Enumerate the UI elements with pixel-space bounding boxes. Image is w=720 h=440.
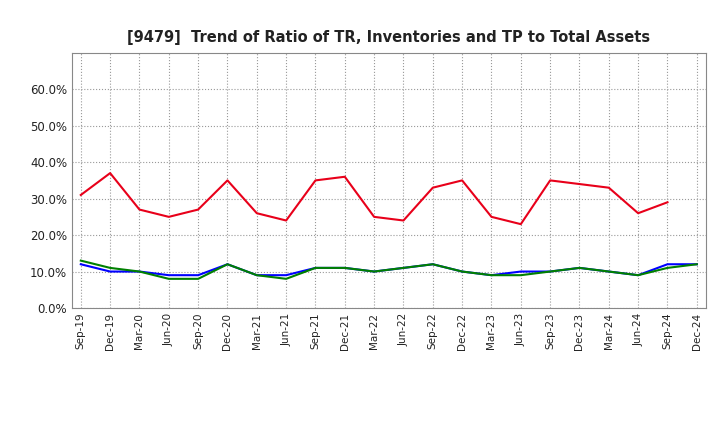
Trade Payables	[546, 269, 554, 274]
Trade Payables	[487, 272, 496, 278]
Trade Payables	[164, 276, 173, 282]
Inventories	[634, 272, 642, 278]
Inventories	[106, 269, 114, 274]
Trade Receivables	[135, 207, 144, 212]
Trade Receivables	[458, 178, 467, 183]
Trade Receivables	[76, 192, 85, 198]
Trade Payables	[516, 272, 525, 278]
Inventories	[311, 265, 320, 271]
Trade Payables	[253, 272, 261, 278]
Inventories	[135, 269, 144, 274]
Trade Payables	[311, 265, 320, 271]
Trade Receivables	[311, 178, 320, 183]
Trade Receivables	[487, 214, 496, 220]
Trade Receivables	[575, 181, 584, 187]
Trade Payables	[428, 262, 437, 267]
Trade Payables	[223, 262, 232, 267]
Inventories	[693, 262, 701, 267]
Trade Receivables	[341, 174, 349, 180]
Trade Payables	[399, 265, 408, 271]
Inventories	[164, 272, 173, 278]
Trade Payables	[663, 265, 672, 271]
Trade Payables	[106, 265, 114, 271]
Trade Payables	[634, 272, 642, 278]
Trade Receivables	[164, 214, 173, 220]
Trade Receivables	[194, 207, 202, 212]
Line: Trade Payables: Trade Payables	[81, 260, 697, 279]
Inventories	[458, 269, 467, 274]
Inventories	[76, 262, 85, 267]
Trade Payables	[370, 269, 379, 274]
Trade Receivables	[605, 185, 613, 191]
Inventories	[516, 269, 525, 274]
Trade Payables	[341, 265, 349, 271]
Trade Payables	[575, 265, 584, 271]
Inventories	[341, 265, 349, 271]
Inventories	[253, 272, 261, 278]
Trade Receivables	[663, 200, 672, 205]
Trade Payables	[135, 269, 144, 274]
Line: Trade Receivables: Trade Receivables	[81, 173, 667, 224]
Line: Inventories: Inventories	[81, 264, 697, 275]
Inventories	[282, 272, 290, 278]
Trade Payables	[76, 258, 85, 263]
Trade Receivables	[546, 178, 554, 183]
Trade Receivables	[634, 211, 642, 216]
Trade Receivables	[516, 221, 525, 227]
Trade Receivables	[253, 211, 261, 216]
Trade Receivables	[223, 178, 232, 183]
Inventories	[194, 272, 202, 278]
Inventories	[605, 269, 613, 274]
Trade Receivables	[370, 214, 379, 220]
Inventories	[663, 262, 672, 267]
Inventories	[399, 265, 408, 271]
Trade Payables	[194, 276, 202, 282]
Trade Payables	[458, 269, 467, 274]
Trade Receivables	[428, 185, 437, 191]
Inventories	[428, 262, 437, 267]
Inventories	[546, 269, 554, 274]
Trade Receivables	[282, 218, 290, 223]
Inventories	[487, 272, 496, 278]
Inventories	[223, 262, 232, 267]
Trade Payables	[605, 269, 613, 274]
Trade Payables	[693, 262, 701, 267]
Trade Receivables	[399, 218, 408, 223]
Inventories	[370, 269, 379, 274]
Trade Receivables	[106, 170, 114, 176]
Trade Payables	[282, 276, 290, 282]
Title: [9479]  Trend of Ratio of TR, Inventories and TP to Total Assets: [9479] Trend of Ratio of TR, Inventories…	[127, 29, 650, 45]
Inventories	[575, 265, 584, 271]
